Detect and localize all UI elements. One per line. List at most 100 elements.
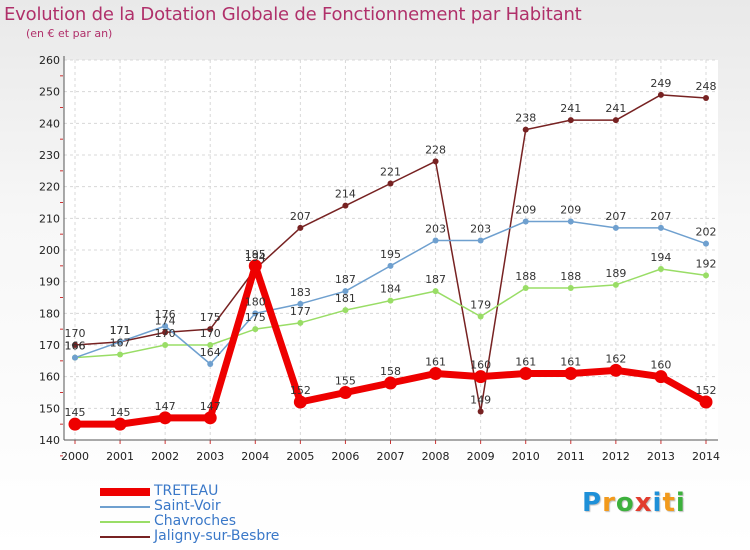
data-label: 241 [560,102,581,115]
data-label: 145 [110,406,131,419]
y-tick-label: 140 [39,434,60,447]
data-point [477,408,484,415]
x-tick-label: 2000 [61,450,89,463]
data-label: 152 [696,384,717,397]
data-point [113,417,127,431]
x-tick-label: 2011 [557,450,585,463]
data-label: 195 [245,248,266,261]
data-label: 192 [696,257,717,270]
data-label: 248 [696,80,717,93]
x-tick-label: 2010 [512,450,540,463]
data-point [117,351,124,358]
x-tick-label: 2004 [241,450,269,463]
legend-swatch [100,536,150,538]
x-tick-label: 2002 [151,450,179,463]
data-point [297,300,304,307]
y-tick-label: 170 [39,339,60,352]
data-point [162,342,169,348]
logo-letter: i [675,488,686,518]
data-point [297,224,304,231]
data-label: 164 [200,346,221,359]
y-tick-label: 160 [39,371,60,384]
x-tick-label: 2006 [331,450,359,463]
data-label: 170 [65,327,86,340]
legend-label: Saint-Voir [154,498,221,514]
data-point [612,224,619,231]
legend-item: TRETEAU [100,483,320,500]
data-label: 249 [650,77,671,90]
data-label: 171 [110,324,131,337]
data-label: 202 [696,226,717,239]
data-point [519,367,533,380]
data-point [158,411,172,425]
data-point [68,417,82,431]
legend-label: Jaligny-sur-Besbre [154,528,280,544]
data-label: 195 [380,248,401,261]
data-label: 158 [380,365,401,378]
x-tick-label: 2013 [647,450,675,463]
data-label: 221 [380,166,401,179]
data-label: 209 [560,204,581,217]
data-point [342,288,349,295]
y-tick-label: 230 [39,149,60,162]
data-point [387,180,394,187]
data-point [162,329,169,336]
legend-item: Jaligny-sur-Besbre [100,528,320,545]
logo-letter: i [652,488,663,518]
data-label: 171 [110,324,131,337]
data-point [429,367,443,380]
data-point [342,307,349,314]
data-label: 149 [470,394,491,407]
data-label: 207 [605,210,626,223]
data-point [387,262,394,269]
data-point [522,285,529,291]
data-point [297,319,304,326]
data-label: 180 [245,295,266,308]
data-point [252,310,259,317]
chart-title: Evolution de la Dotation Globale de Fonc… [4,4,582,25]
data-label: 194 [245,251,266,264]
data-point [72,354,78,361]
data-label: 241 [605,102,626,115]
data-label: 183 [290,286,311,299]
data-point [432,288,439,295]
data-point [657,91,664,98]
x-tick-label: 2005 [286,450,314,463]
y-tick-label: 180 [39,307,60,320]
data-label: 166 [65,340,86,353]
data-point [609,363,623,377]
data-label: 179 [470,299,491,312]
y-tick-label: 200 [39,244,60,257]
x-tick-label: 2008 [422,450,450,463]
data-point [384,376,397,390]
data-point [117,338,124,345]
data-point [207,326,214,333]
data-label: 160 [650,359,671,372]
data-label: 161 [515,356,536,369]
data-point [612,281,619,288]
y-tick-label: 150 [39,402,60,415]
data-point [567,218,574,225]
data-point [522,218,529,225]
data-point [567,117,574,124]
data-label: 175 [245,311,266,324]
data-label: 189 [605,267,626,280]
data-label: 147 [200,400,221,413]
data-point [477,237,484,244]
y-tick-label: 210 [39,212,60,225]
data-point [612,117,619,124]
data-point [699,395,713,409]
logo-letter: t [662,488,676,518]
data-point [474,370,488,384]
data-label: 161 [425,356,446,369]
data-label: 167 [110,337,131,350]
legend-item: Chavroches [100,513,320,530]
data-point [387,297,394,304]
y-tick-label: 220 [39,181,60,194]
data-point [207,361,214,367]
data-point [342,202,349,209]
data-point [248,259,262,273]
legend-item: Saint-Voir [100,498,320,515]
x-tick-label: 2003 [196,450,224,463]
